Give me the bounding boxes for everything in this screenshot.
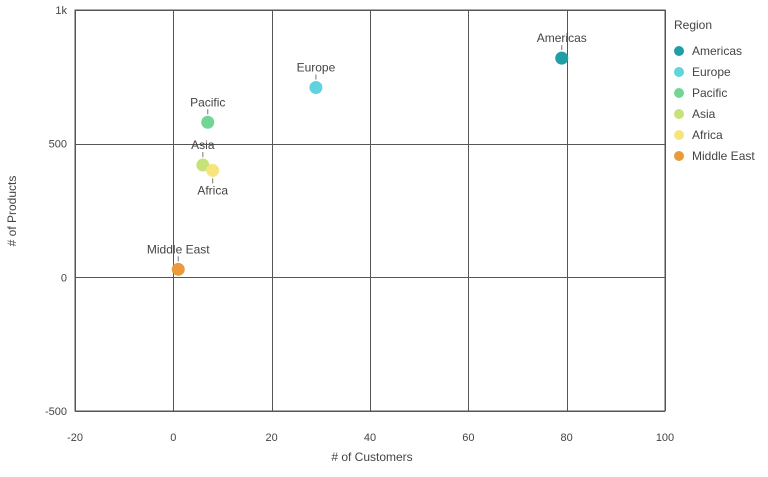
data-point <box>201 115 215 129</box>
x-axis-title: # of Customers <box>331 450 412 464</box>
data-label: Americas <box>537 31 587 45</box>
data-label: Africa <box>197 183 228 197</box>
legend-label: Pacific <box>692 86 727 100</box>
legend-marker <box>674 67 684 77</box>
y-tick-label: -500 <box>45 406 67 418</box>
x-tick-label: 100 <box>656 432 674 444</box>
x-tick-label: -20 <box>67 432 83 444</box>
data-point <box>171 262 185 276</box>
data-point <box>206 163 220 177</box>
data-label: Middle East <box>147 242 210 256</box>
grid <box>74 9 666 412</box>
data-point <box>555 51 569 65</box>
y-axis-title: # of Products <box>5 176 19 247</box>
legend-label: Americas <box>692 44 742 58</box>
data-point <box>196 158 210 172</box>
legend-marker <box>674 46 684 56</box>
y-tick-label: 1k <box>55 5 67 17</box>
x-tick-label: 20 <box>266 432 278 444</box>
x-tick-label: 0 <box>170 432 176 444</box>
x-tick-label: 80 <box>561 432 573 444</box>
axes: -20 0 20 40 60 80 100 -500 0 500 1k <box>45 5 674 444</box>
data-point <box>309 81 323 95</box>
legend-label: Middle East <box>692 149 755 163</box>
y-tick-label: 500 <box>49 139 67 151</box>
legend-label: Europe <box>692 65 731 79</box>
data-label: Europe <box>297 61 336 75</box>
legend-title: Region <box>674 18 712 32</box>
legend-marker <box>674 88 684 98</box>
legend: Region Americas Europe Pacific Asia Africa Mi… <box>674 18 755 163</box>
legend-marker <box>674 130 684 140</box>
y-tick-label: 0 <box>61 272 67 284</box>
data-label: Asia <box>191 138 215 152</box>
legend-label: Africa <box>692 128 723 142</box>
legend-items: Americas Europe Pacific Asia Africa Middle Ea… <box>674 44 755 163</box>
data-label: Pacific <box>190 95 225 109</box>
x-tick-label: 40 <box>364 432 376 444</box>
legend-label: Asia <box>692 107 716 121</box>
x-tick-label: 60 <box>462 432 474 444</box>
legend-marker <box>674 109 684 119</box>
legend-marker <box>674 151 684 161</box>
data-labels: Americas Europe Pacific Asia Africa Middle Ea… <box>147 31 587 262</box>
data-points <box>171 51 569 276</box>
